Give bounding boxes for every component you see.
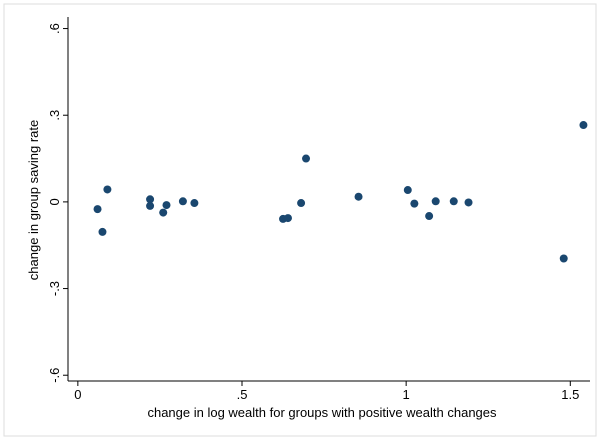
data-point: [283, 214, 292, 223]
data-point: [403, 186, 412, 195]
data-point: [354, 192, 363, 201]
data-point: [98, 227, 107, 236]
data-point: [162, 201, 171, 210]
y-tick-label: -.6: [47, 368, 62, 383]
data-point: [297, 199, 306, 208]
y-tick-label: 0: [47, 198, 62, 205]
data-point: [302, 154, 311, 163]
x-tick-label: 1: [403, 387, 410, 402]
data-point: [93, 205, 102, 214]
x-tick-label: 0: [74, 387, 81, 402]
y-tick-label: .3: [47, 110, 62, 121]
data-point: [425, 212, 434, 221]
data-point: [190, 199, 199, 208]
data-point: [449, 197, 458, 206]
y-axis-title: change in group saving rate: [26, 120, 41, 280]
data-point: [103, 185, 112, 194]
y-tick-label: .6: [47, 23, 62, 34]
x-axis-title: change in log wealth for groups with pos…: [147, 405, 497, 420]
outer-frame: [3, 3, 597, 437]
data-point: [178, 197, 187, 206]
x-tick-label: 1.5: [561, 387, 579, 402]
data-point: [464, 198, 473, 207]
x-tick-label: .5: [237, 387, 248, 402]
data-point: [431, 197, 440, 206]
data-point: [559, 254, 568, 263]
data-point: [410, 199, 419, 208]
y-tick-label: -.3: [47, 281, 62, 296]
data-point: [146, 195, 155, 204]
data-point: [146, 201, 155, 210]
data-point: [579, 121, 588, 130]
data-point: [159, 208, 168, 217]
